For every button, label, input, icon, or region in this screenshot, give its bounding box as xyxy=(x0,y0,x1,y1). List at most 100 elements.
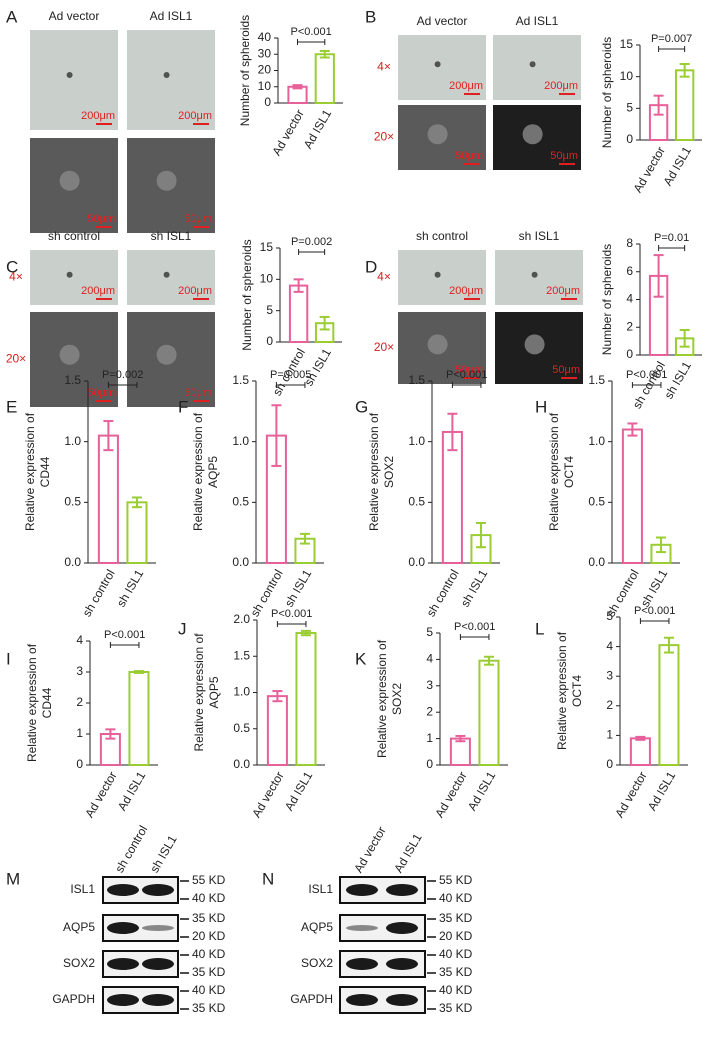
y-axis-label: AQP5 xyxy=(206,456,220,488)
spheroid xyxy=(531,271,538,278)
error-bar xyxy=(131,496,142,509)
blot-band xyxy=(386,884,418,896)
panel-letter: B xyxy=(365,7,376,26)
micrograph xyxy=(30,30,118,130)
y-tick-label: 3 xyxy=(426,678,433,692)
spheroid xyxy=(59,344,80,365)
x-tick-label: sh ISL1 xyxy=(282,567,315,610)
band-label: SOX2 xyxy=(63,956,95,970)
y-tick-label: 1.5 xyxy=(64,373,81,387)
panel-letter: J xyxy=(178,619,187,638)
y-tick-label: 4 xyxy=(426,652,433,666)
y-tick-label: 0 xyxy=(626,347,633,361)
y-tick-label: 1 xyxy=(76,726,83,740)
column-header: sh ISL1 xyxy=(519,229,560,243)
y-tick-label: 15 xyxy=(620,37,634,51)
bar xyxy=(314,53,335,104)
column-header: Ad vector xyxy=(49,9,100,23)
error-bar xyxy=(653,254,664,298)
blot-band xyxy=(107,958,139,970)
y-tick-label: 1.5 xyxy=(408,373,425,387)
panel-letter: M xyxy=(6,869,20,888)
marker-label: 40 KD xyxy=(439,983,473,997)
error-bar xyxy=(679,63,690,78)
spheroid xyxy=(163,271,170,278)
x-tick-label: Ad vector xyxy=(630,144,667,195)
row-label: 4× xyxy=(9,270,23,284)
p-value: P<0.001 xyxy=(104,629,145,641)
bar xyxy=(126,501,148,565)
blot-band xyxy=(107,994,139,1006)
x-tick-label: sh control xyxy=(80,567,118,619)
spheroid xyxy=(427,124,448,145)
bar xyxy=(288,284,309,344)
marker-label: 35 KD xyxy=(439,911,473,925)
bar xyxy=(621,428,643,564)
y-tick-label: 1.5 xyxy=(588,373,605,387)
micrograph xyxy=(127,250,215,305)
band-label: AQP5 xyxy=(63,920,95,934)
y-axis-label: Relative expression of xyxy=(191,412,205,531)
scale-bar-label: 200μm xyxy=(546,285,580,297)
band-label: GAPDH xyxy=(290,992,333,1006)
y-tick-label: 0.5 xyxy=(233,721,250,735)
y-tick-label: 4 xyxy=(626,292,633,306)
y-tick-label: 2 xyxy=(76,695,83,709)
marker-label: 40 KD xyxy=(439,891,473,905)
marker-label: 40 KD xyxy=(192,983,226,997)
y-tick-label: 5 xyxy=(266,303,273,317)
lane-label: sh ISL1 xyxy=(147,833,180,876)
y-tick-label: 2 xyxy=(426,704,433,718)
p-value: P=0.007 xyxy=(651,33,692,45)
scale-bar-label: 50μm xyxy=(87,213,115,225)
error-bar xyxy=(663,636,674,654)
blot-band xyxy=(386,958,418,970)
y-tick-label: 40 xyxy=(258,30,272,44)
error-bar xyxy=(105,728,116,740)
y-tick-label: 0 xyxy=(426,757,433,771)
error-bar xyxy=(655,536,666,554)
lane-label: Ad ISL1 xyxy=(391,831,425,875)
marker-label: 55 KD xyxy=(192,873,226,887)
blot-band xyxy=(386,922,418,934)
error-bar xyxy=(293,278,304,293)
x-tick-label: Ad vector xyxy=(82,769,119,820)
bar xyxy=(449,737,471,766)
y-axis-label: SOX2 xyxy=(390,683,404,715)
error-bar xyxy=(272,690,283,703)
y-axis-label: Number of spheroids xyxy=(600,244,614,355)
x-tick-label: sh ISL1 xyxy=(458,567,491,610)
marker-label: 20 KD xyxy=(439,929,473,943)
band-label: GAPDH xyxy=(52,992,95,1006)
y-axis-label: Number of spheroids xyxy=(238,15,252,126)
error-bar xyxy=(271,404,282,467)
scale-bar-label: 50μm xyxy=(455,364,483,376)
error-bar xyxy=(292,84,303,90)
x-tick-label: Ad ISL1 xyxy=(282,769,316,813)
column-header: sh control xyxy=(48,229,100,243)
error-bar xyxy=(679,329,690,348)
y-tick-label: 0.5 xyxy=(588,495,605,509)
y-axis-label: AQP5 xyxy=(207,676,221,708)
scale-bar-label: 200μm xyxy=(178,110,212,122)
blot-band xyxy=(346,884,378,896)
bar xyxy=(97,434,119,565)
y-axis-label: OCT4 xyxy=(562,456,576,488)
y-axis-label: Number of spheroids xyxy=(600,37,614,148)
spheroid xyxy=(434,271,441,278)
scale-bar-label: 50μm xyxy=(184,387,212,399)
bar xyxy=(295,632,317,766)
x-tick-label: sh control xyxy=(424,567,462,619)
error-bar xyxy=(653,94,664,116)
error-bar xyxy=(319,50,330,59)
spheroid xyxy=(66,72,73,78)
spheroid xyxy=(59,170,80,191)
micrograph xyxy=(30,250,118,305)
marker-label: 20 KD xyxy=(192,929,226,943)
marker-label: 40 KD xyxy=(192,891,226,905)
y-tick-label: 1.0 xyxy=(588,434,605,448)
panel-letter: N xyxy=(262,869,274,888)
panel-letter: C xyxy=(6,257,18,276)
lane-label: Ad vector xyxy=(351,824,388,875)
spheroid xyxy=(427,334,448,355)
